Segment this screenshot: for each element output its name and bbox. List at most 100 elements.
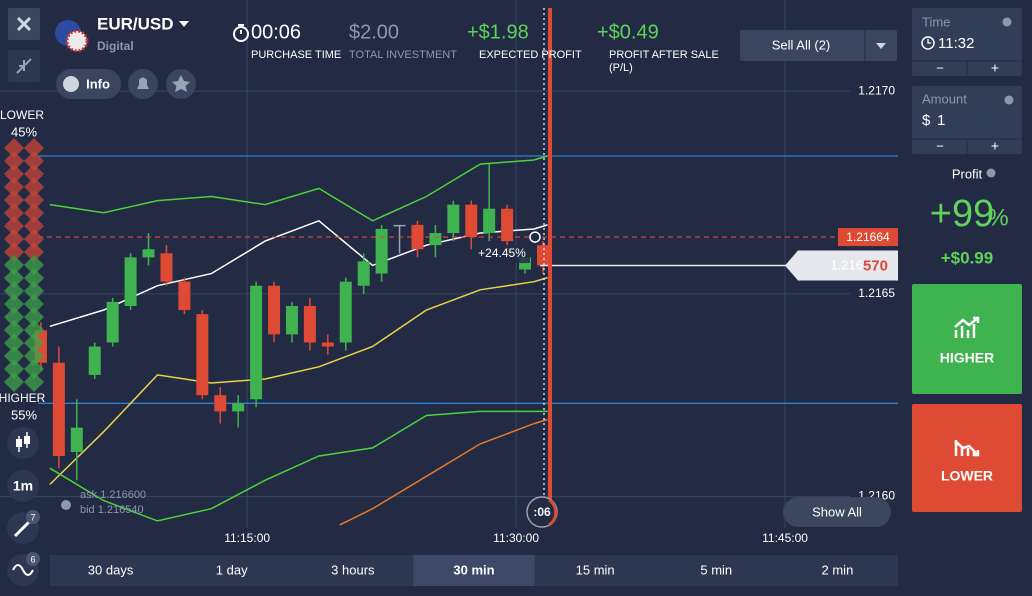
amount-value: 1: [937, 112, 945, 129]
sentiment-diamond: [4, 320, 24, 340]
time-increase[interactable]: +: [991, 60, 999, 76]
amount-label: Amount: [922, 91, 967, 106]
sentiment-diamond: [4, 372, 24, 392]
info-button[interactable]: Info: [56, 69, 121, 99]
sentiment-diamond: [4, 164, 24, 184]
asset-dropdown[interactable]: [179, 21, 189, 27]
sentiment-diamond: [4, 307, 24, 327]
sentiment-diamond: [4, 242, 24, 262]
asset-name[interactable]: EUR/USD: [97, 14, 174, 33]
period-bar: 30 days 1 day 3 hours 30 min 15 min 5 min 2 mi…: [50, 555, 898, 586]
sentiment-diamond: [24, 177, 44, 197]
time-box[interactable]: [912, 8, 1022, 76]
profit-label: Profit: [952, 166, 983, 181]
sell-all-button[interactable]: Sell All (2): [740, 30, 897, 61]
help-icon: [986, 168, 996, 178]
sentiment-diamond: [4, 151, 24, 171]
profit-after-sale-label: (P/L): [609, 62, 633, 74]
candle-body: [52, 362, 65, 457]
lower-button[interactable]: LOWER: [912, 404, 1022, 512]
expected-profit: +$1.98: [467, 21, 529, 43]
sell-all-label: Sell All (2): [772, 37, 831, 52]
help-icon[interactable]: [61, 500, 71, 510]
period-selected: [413, 555, 535, 586]
clock-icon: [921, 36, 935, 50]
sentiment-diamond: [24, 255, 44, 275]
candle-body: [232, 403, 245, 412]
sentiment-diamond: [4, 255, 24, 275]
higher-button[interactable]: HIGHER: [912, 284, 1022, 394]
sentiment-diamond: [4, 177, 24, 197]
candle-body: [447, 204, 460, 234]
sentiment-diamond: [24, 138, 44, 158]
sentiment-diamond: [24, 346, 44, 366]
sentiment-diamond: [24, 294, 44, 314]
sentiment-diamond: [24, 190, 44, 210]
candle-body: [285, 305, 298, 335]
y-tick-label: 1.2165: [858, 286, 895, 300]
current-price-tag: [785, 250, 898, 281]
countdown: :06: [533, 505, 551, 519]
candle-body: [250, 285, 263, 400]
pencil-icon: [13, 520, 31, 538]
higher-percent: 55%: [11, 407, 37, 422]
sentiment-diamond: [24, 203, 44, 223]
indicators-count: 6: [30, 554, 35, 564]
time-label: Time: [922, 14, 950, 29]
amount-box[interactable]: [912, 86, 1022, 154]
higher-label: HIGHER: [940, 350, 994, 366]
sentiment-diamond: [4, 203, 24, 223]
change-label-bg: [474, 245, 530, 264]
period-option[interactable]: 5 min: [700, 562, 732, 577]
amount-decrease[interactable]: −: [936, 138, 944, 153]
period-option[interactable]: 15 min: [576, 562, 615, 577]
sentiment-diamond: [24, 320, 44, 340]
asset-type: Digital: [97, 39, 134, 53]
indicators-badge: [26, 552, 40, 566]
chart-type-icon: [24, 436, 30, 444]
candle-body: [268, 285, 281, 335]
indicators-icon: [12, 564, 34, 576]
sentiment-diamond: [4, 281, 24, 301]
current-price-label: 1.216570: [830, 257, 888, 274]
profit-after-sale-label: PROFIT AFTER SALE: [609, 49, 719, 61]
lower-label: LOWER: [0, 108, 44, 122]
candle-body: [339, 281, 352, 343]
show-all-label: Show All: [812, 504, 862, 519]
period-option[interactable]: 3 hours: [331, 562, 375, 577]
candle-body: [88, 346, 101, 375]
purchase-marker: [529, 231, 541, 243]
chart-type-button[interactable]: [7, 427, 39, 459]
time-value: 11:32: [938, 35, 974, 52]
change-label: +24.45%: [478, 246, 526, 260]
profit-after-sale: +$0.49: [597, 21, 659, 43]
sentiment-diamond: [24, 216, 44, 236]
sell-all-bg: [740, 30, 897, 61]
period-option[interactable]: 30 days: [88, 562, 134, 577]
close-icon: [16, 16, 32, 32]
candle-body: [124, 257, 137, 306]
chart-type-icon: [16, 439, 22, 447]
period-option[interactable]: 1 day: [216, 562, 248, 577]
x-tick-label: 11:30:00: [493, 531, 539, 545]
total-investment-label: TOTAL INVESTMENT: [349, 49, 457, 61]
period-option[interactable]: 2 min: [822, 562, 854, 577]
countdown-arc: [548, 498, 558, 527]
candle-body: [483, 208, 496, 234]
drawings-badge: [26, 510, 40, 524]
timeframe-button[interactable]: [7, 470, 39, 502]
period-option[interactable]: 30 min: [453, 562, 494, 577]
minimize-button[interactable]: [8, 50, 40, 82]
lower-label: LOWER: [941, 468, 993, 484]
sentiment-diamond: [4, 268, 24, 288]
amount-increase[interactable]: +: [991, 138, 999, 154]
sentiment-diamond: [4, 216, 24, 236]
time-decrease[interactable]: −: [936, 60, 944, 75]
close-button[interactable]: [8, 8, 40, 40]
candle-body: [178, 281, 191, 311]
sentiment-diamond: [4, 229, 24, 249]
show-all-button[interactable]: Show All: [783, 497, 891, 527]
profit-amount: +$0.99: [941, 248, 993, 267]
purchase-time-label: PURCHASE TIME: [251, 49, 341, 61]
